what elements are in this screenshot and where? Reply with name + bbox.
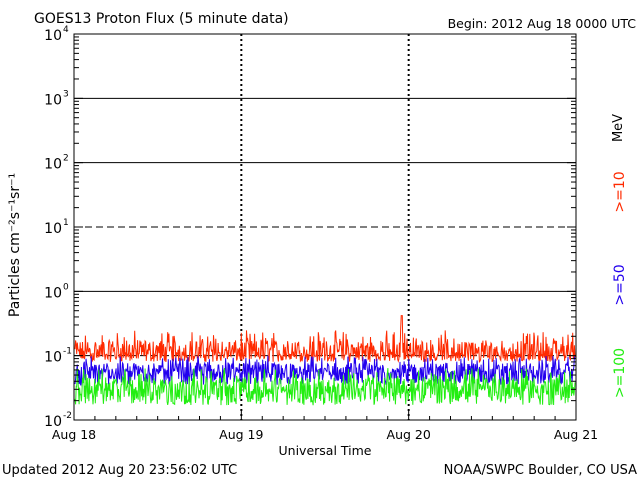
y-tick-exponent: 4: [63, 25, 69, 35]
series-line: [74, 368, 576, 406]
series-line: [74, 355, 576, 387]
y-tick-label: 10: [44, 92, 62, 108]
plot-frame: [73, 33, 577, 421]
y-tick-label: 10: [44, 28, 62, 44]
y-tick-label: 10: [44, 157, 62, 173]
legend-entry: >=50: [612, 264, 628, 305]
legend-entry: >=100: [612, 348, 628, 398]
y-tick-label: 10: [44, 350, 62, 366]
y-tick-label: 10: [44, 221, 62, 237]
y-tick-label: 10: [44, 414, 62, 430]
chart-series: [74, 315, 576, 406]
x-tick-label: Aug 19: [219, 427, 263, 442]
legend-unit: MeV: [611, 114, 626, 142]
begin-label: Begin: 2012 Aug 18 0000 UTC: [448, 16, 637, 31]
series-line: [74, 315, 576, 364]
x-tick-label: Aug 21: [554, 427, 598, 442]
chart-title: GOES13 Proton Flux (5 minute data): [34, 11, 289, 27]
x-tick-label: Aug 18: [52, 427, 96, 442]
updated-timestamp: Updated 2012 Aug 20 23:56:02 UTC: [2, 463, 237, 478]
axis-ticks: [73, 36, 577, 421]
x-tick-labels: Aug 18 Aug 19 Aug 20 Aug 21: [52, 427, 598, 442]
source-credit: NOAA/SWPC Boulder, CO USA: [444, 463, 637, 478]
y-tick-label: 10: [44, 285, 62, 301]
chart-grid: [74, 34, 576, 420]
y-tick-exponent: 2: [63, 154, 69, 164]
y-tick-exponent: -2: [63, 411, 72, 421]
y-axis-label: Particles cm⁻²s⁻¹sr⁻¹: [7, 173, 23, 317]
y-tick-exponent: 1: [63, 218, 69, 228]
y-tick-exponent: -1: [63, 347, 72, 357]
x-tick-label: Aug 20: [387, 427, 431, 442]
legend-entry: >=10: [612, 171, 628, 212]
y-tick-exponent: 0: [63, 282, 69, 292]
x-axis-label: Universal Time: [279, 443, 372, 458]
y-tick-exponent: 3: [63, 89, 69, 99]
chart-legend: MeV >=10 >=50 >=100: [611, 114, 628, 398]
